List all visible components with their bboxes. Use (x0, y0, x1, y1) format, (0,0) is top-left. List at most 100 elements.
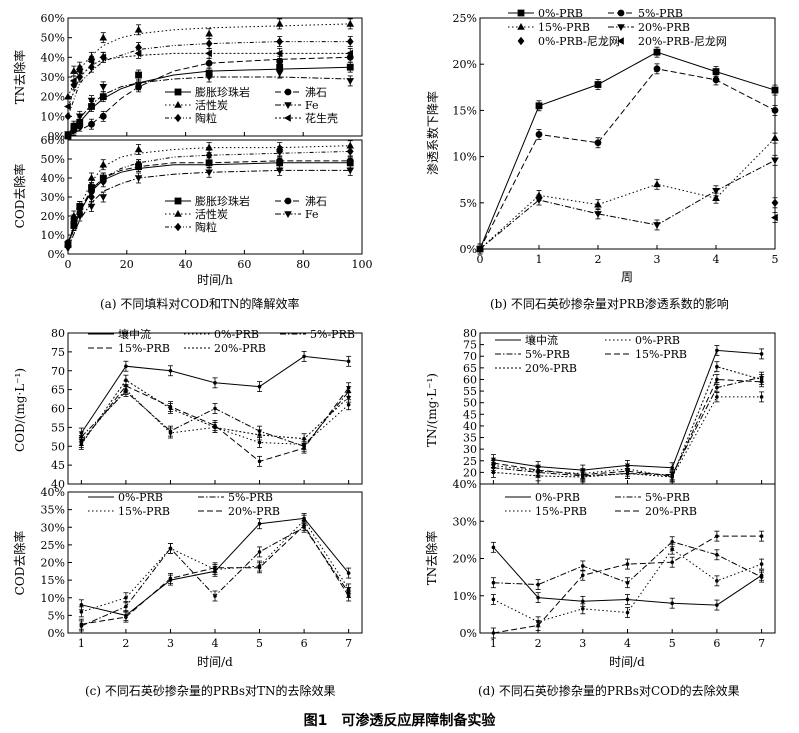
caption-b: (b) 不同石英砂掺杂量对PRB渗透系数的影响 (490, 297, 729, 311)
legend-marker (284, 102, 292, 109)
data-point (99, 93, 107, 101)
legend-label: 0%-PRB (118, 491, 163, 504)
y-tick-label: 20% (41, 91, 65, 104)
legend-label: 20%-PRB (214, 342, 266, 355)
series-4 (771, 197, 779, 209)
data-point (205, 143, 213, 151)
data-point (135, 160, 142, 169)
data-point (275, 19, 284, 27)
legend-label: 5%-PRB (228, 491, 273, 504)
data-point (276, 57, 284, 65)
y-tick-label: 0% (48, 130, 65, 143)
legend-marker (174, 113, 182, 123)
data-point (168, 406, 173, 411)
x-tick-label: 80 (296, 258, 310, 271)
data-point (302, 436, 306, 441)
x-tick-label: 2 (535, 637, 542, 650)
data-point (302, 354, 306, 359)
legend-label: 5%-PRB (525, 348, 570, 361)
data-point (625, 580, 630, 585)
series-line (67, 41, 351, 117)
y-tick-label: 40 (51, 478, 65, 491)
chart-c_top: 40 45 50 55 60 65 70 75 80 COD/(mg·L⁻¹) 壤中流 0%-PRB 5… (13, 327, 363, 491)
data-point (75, 202, 84, 210)
y-tick-label: 35 (463, 432, 477, 445)
data-point (64, 92, 72, 100)
chart-c_bottom: 0% 5% 10% 15% 20% 25% 30% 35% 40% 1 2 3 4 5 6 7 COD去除率时间… (12, 486, 363, 669)
legend-marker (174, 88, 182, 96)
x-tick-label: 3 (654, 253, 661, 266)
x-tick-label: 7 (345, 637, 352, 650)
data-point (536, 582, 540, 587)
data-point (134, 49, 142, 58)
legend-label: 壤中流 (525, 333, 558, 347)
y-tick-label: 25% (453, 12, 477, 25)
data-point (87, 203, 96, 211)
data-point (76, 208, 84, 217)
data-point (491, 580, 496, 585)
legend-marker (617, 37, 624, 45)
legend-label: 沸石 (305, 195, 327, 208)
x-tick-label: 4 (212, 637, 219, 650)
data-point (653, 180, 661, 188)
x-axis-label: 周 (621, 270, 633, 284)
legend-label: 20%-PRB (638, 21, 690, 34)
data-point (771, 134, 779, 141)
data-point (99, 194, 108, 201)
data-point (88, 103, 95, 110)
x-tick-label: 7 (758, 637, 765, 650)
y-tick-label: 75 (463, 339, 477, 352)
data-point (70, 215, 78, 224)
y-tick-label: 20% (453, 58, 477, 71)
x-tick-label: 2 (595, 253, 602, 266)
legend-label: 花生壳 (305, 111, 338, 125)
data-point (535, 197, 543, 205)
data-point (581, 564, 585, 568)
data-point (715, 364, 719, 369)
y-tick-label: 40% (41, 51, 65, 64)
legend-label: 壤中流 (118, 327, 151, 341)
data-point (346, 157, 354, 165)
data-point (346, 359, 351, 364)
data-point (759, 377, 764, 382)
data-point (64, 102, 71, 111)
data-point (168, 429, 173, 433)
data-point (771, 86, 779, 94)
y-tick-label: 40% (41, 486, 65, 499)
series-4 (64, 145, 354, 251)
caption-a: (a) 不同填料对COD和TN的降解效率 (100, 297, 300, 311)
y-tick-label: 50% (41, 153, 65, 166)
x-tick-label: 3 (579, 637, 586, 650)
y-axis-label: COD去除率 (12, 164, 27, 229)
data-point (88, 192, 95, 202)
legend-marker (284, 197, 292, 205)
data-point (302, 523, 306, 528)
data-point (257, 550, 262, 554)
legend-marker (517, 36, 525, 46)
data-point (625, 610, 630, 615)
data-point (581, 606, 585, 611)
x-tick-label: 2 (122, 637, 129, 650)
series-line (479, 137, 776, 250)
x-tick-label: 5 (256, 637, 263, 650)
y-tick-label: 10% (453, 151, 477, 164)
series-line (67, 145, 351, 245)
data-point (99, 33, 108, 41)
data-point (99, 53, 107, 62)
data-point (346, 587, 351, 591)
data-point (64, 131, 72, 139)
data-point (491, 597, 496, 602)
data-point (581, 475, 585, 479)
data-point (79, 610, 84, 614)
data-point (99, 112, 107, 120)
data-point (135, 43, 142, 52)
legend: 壤中流 0%-PRB 5%-PRB 15%-PRB 20%-PRB (88, 327, 355, 355)
data-point (257, 565, 262, 570)
x-tick-label: 3 (167, 637, 174, 650)
data-point (536, 474, 540, 478)
legend-label: 陶粒 (195, 111, 217, 125)
x-tick-label: 5 (772, 253, 779, 266)
y-tick-label: 80 (463, 327, 477, 340)
y-tick-label: 65 (463, 362, 477, 375)
